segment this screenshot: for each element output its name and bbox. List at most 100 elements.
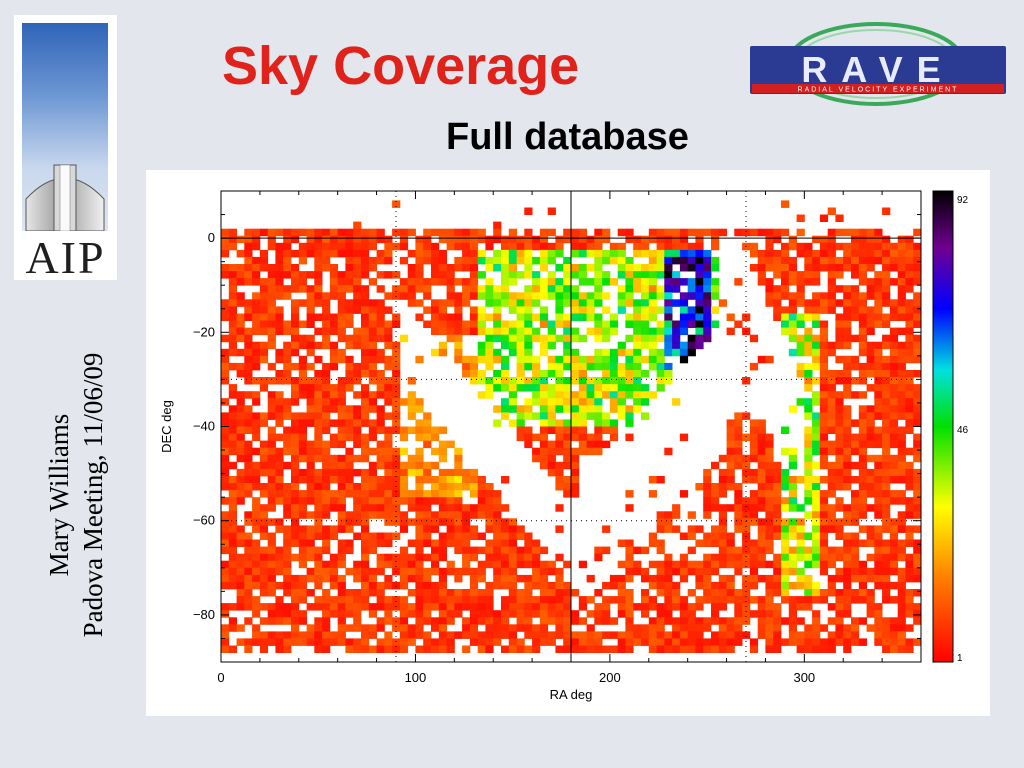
heatmap-cell — [866, 504, 875, 512]
heatmap-cell — [781, 483, 790, 491]
heatmap-cell — [905, 355, 914, 364]
heatmap-cell — [913, 546, 922, 555]
heatmap-cell — [571, 454, 580, 463]
heatmap-cell — [493, 313, 502, 321]
heatmap-cell — [454, 320, 463, 328]
heatmap-cell — [228, 341, 237, 350]
heatmap-cell — [431, 327, 440, 336]
heatmap-cell — [781, 320, 790, 328]
heatmap-cell — [843, 228, 852, 237]
heatmap-cell — [905, 264, 914, 272]
heatmap-cell — [889, 490, 899, 498]
heatmap-cell — [664, 320, 673, 328]
heatmap-cell — [594, 412, 603, 420]
heatmap-cell — [392, 454, 401, 463]
heatmap-cell — [765, 447, 774, 456]
heatmap-cell — [329, 610, 339, 618]
heatmap-cell — [376, 256, 385, 265]
heatmap-cell — [493, 377, 502, 385]
heatmap-cell — [711, 603, 720, 611]
heatmap-cell — [275, 412, 284, 420]
heatmap-cell — [851, 638, 860, 646]
heatmap-cell — [765, 483, 774, 491]
heatmap-cell — [765, 610, 774, 618]
heatmap-cell — [687, 278, 696, 286]
heatmap-cell — [407, 278, 416, 286]
heatmap-cell — [322, 574, 331, 583]
heatmap-cell — [532, 292, 541, 300]
heatmap-cell — [539, 348, 549, 357]
heatmap-cell — [703, 497, 712, 505]
heatmap-cell — [244, 596, 253, 604]
heatmap-cell — [337, 631, 346, 639]
heatmap-cell — [462, 228, 471, 237]
heatmap-cell — [889, 539, 899, 547]
heatmap-cell — [547, 638, 556, 646]
heatmap-cell — [781, 285, 790, 293]
heatmap-cell — [788, 631, 797, 639]
heatmap-cell — [672, 398, 681, 406]
heatmap-cell — [337, 278, 346, 286]
heatmap-cell — [578, 603, 587, 611]
heatmap-cell — [695, 574, 704, 583]
heatmap-cell — [547, 355, 556, 364]
heatmap-cell — [259, 617, 269, 625]
colorbar-max-label: 92 — [957, 195, 969, 206]
heatmap-cell — [415, 490, 424, 498]
heatmap-cell — [228, 327, 237, 336]
heatmap-cell — [244, 645, 253, 653]
heatmap-cell — [368, 320, 377, 328]
heatmap-cell — [679, 341, 689, 350]
heatmap-cell — [905, 278, 914, 286]
heatmap-cell — [399, 645, 409, 653]
heatmap-cell — [345, 476, 354, 484]
heatmap-cell — [874, 440, 883, 449]
heatmap-cell — [866, 320, 875, 328]
heatmap-cell — [889, 391, 899, 399]
heatmap-cell — [392, 377, 401, 385]
heatmap-cell — [602, 362, 611, 371]
heatmap-cell — [711, 285, 720, 293]
heatmap-cell — [578, 631, 587, 639]
heatmap-cell — [711, 278, 720, 286]
heatmap-cell — [361, 560, 370, 569]
heatmap-cell — [851, 631, 860, 639]
heatmap-cell — [773, 567, 782, 576]
heatmap-cell — [508, 645, 517, 653]
heatmap-cell — [446, 440, 455, 449]
heatmap-cell — [431, 476, 440, 484]
heatmap-cell — [423, 320, 432, 328]
heatmap-cell — [594, 426, 603, 434]
heatmap-cell — [773, 483, 782, 491]
heatmap-cell — [648, 362, 657, 371]
heatmap-cell — [788, 334, 797, 343]
heatmap-cell — [228, 483, 237, 491]
heatmap-cell — [438, 617, 447, 625]
heatmap-cell — [236, 278, 245, 286]
heatmap-cell — [306, 377, 315, 385]
heatmap-cell — [431, 497, 440, 505]
heatmap-cell — [851, 553, 860, 562]
heatmap-cell — [718, 504, 727, 512]
heatmap-cell — [423, 228, 432, 237]
heatmap-cell — [695, 539, 704, 547]
heatmap-cell — [812, 264, 821, 272]
heatmap-cell — [267, 574, 276, 583]
heatmap-cell — [244, 412, 253, 420]
heatmap-cell — [633, 384, 642, 392]
heatmap-cell — [337, 497, 346, 505]
heatmap-cell — [804, 483, 813, 491]
heatmap-cell — [695, 483, 704, 491]
heatmap-cell — [578, 645, 587, 653]
heatmap-cell — [259, 355, 269, 364]
heatmap-cell — [835, 476, 844, 484]
heatmap-cell — [423, 292, 432, 300]
heatmap-cell — [882, 440, 891, 449]
heatmap-cell — [516, 370, 525, 378]
heatmap-cell — [812, 525, 821, 533]
heatmap-cell — [726, 596, 735, 604]
heatmap-cell — [819, 235, 829, 244]
heatmap-cell — [407, 405, 416, 413]
heatmap-cell — [555, 264, 564, 272]
heatmap-cell — [563, 235, 572, 244]
